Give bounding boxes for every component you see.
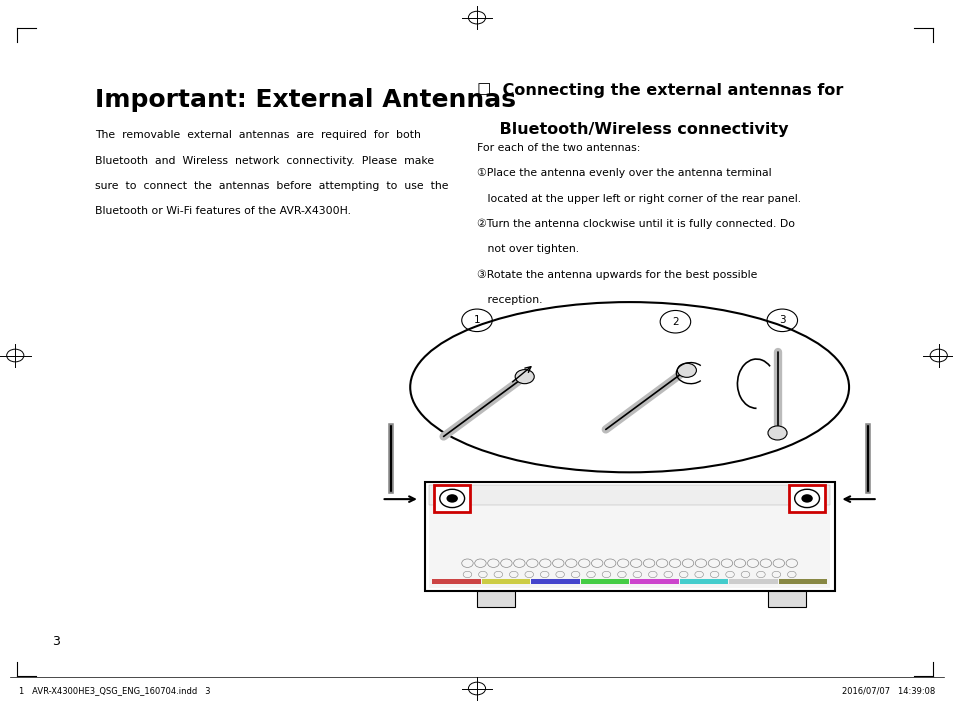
Text: located at the upper left or right corner of the rear panel.: located at the upper left or right corne…	[476, 194, 801, 203]
Circle shape	[446, 494, 457, 503]
Bar	[788, 485, 824, 512]
Circle shape	[677, 363, 696, 377]
Text: 1: 1	[474, 315, 479, 325]
Bar	[531, 579, 579, 584]
Text: ③Rotate the antenna upwards for the best possible: ③Rotate the antenna upwards for the best…	[476, 270, 757, 280]
Text: ①Place the antenna evenly over the antenna terminal: ①Place the antenna evenly over the anten…	[476, 168, 771, 178]
Text: Bluetooth or Wi-Fi features of the AVR-X4300H.: Bluetooth or Wi-Fi features of the AVR-X…	[95, 206, 351, 216]
Bar	[476, 591, 515, 607]
Bar	[679, 579, 727, 584]
Bar	[481, 579, 530, 584]
Text: 1   AVR-X4300HE3_QSG_ENG_160704.indd   3: 1 AVR-X4300HE3_QSG_ENG_160704.indd 3	[19, 686, 211, 696]
Circle shape	[767, 426, 786, 440]
Bar	[580, 579, 629, 584]
Text: For each of the two antennas:: For each of the two antennas:	[476, 143, 639, 153]
Text: 3: 3	[779, 315, 784, 325]
Text: ②Turn the antenna clockwise until it is fully connected. Do: ②Turn the antenna clockwise until it is …	[476, 219, 794, 230]
Bar	[424, 482, 834, 591]
Text: 2: 2	[672, 317, 678, 327]
Text: 3: 3	[52, 635, 60, 648]
Circle shape	[515, 370, 534, 384]
Text: Important: External Antennas: Important: External Antennas	[95, 88, 516, 112]
Text: reception.: reception.	[476, 295, 542, 305]
Text: not over tighten.: not over tighten.	[476, 244, 578, 254]
Bar	[429, 485, 829, 505]
Text: 2016/07/07   14:39:08: 2016/07/07 14:39:08	[841, 686, 934, 696]
Bar	[767, 591, 805, 607]
Text: sure  to  connect  the  antennas  before  attempting  to  use  the: sure to connect the antennas before atte…	[95, 181, 449, 191]
Bar	[728, 579, 777, 584]
Bar	[778, 579, 826, 584]
Text: Bluetooth/Wireless connectivity: Bluetooth/Wireless connectivity	[476, 122, 788, 137]
Bar	[629, 579, 678, 584]
Ellipse shape	[410, 302, 848, 472]
Text: The  removable  external  antennas  are  required  for  both: The removable external antennas are requ…	[95, 130, 421, 140]
Bar	[432, 579, 480, 584]
Bar	[434, 485, 470, 512]
Text: ☐  Connecting the external antennas for: ☐ Connecting the external antennas for	[476, 83, 842, 98]
Circle shape	[801, 494, 812, 503]
Text: Bluetooth  and  Wireless  network  connectivity.  Please  make: Bluetooth and Wireless network connectiv…	[95, 156, 434, 165]
Bar	[429, 486, 829, 588]
